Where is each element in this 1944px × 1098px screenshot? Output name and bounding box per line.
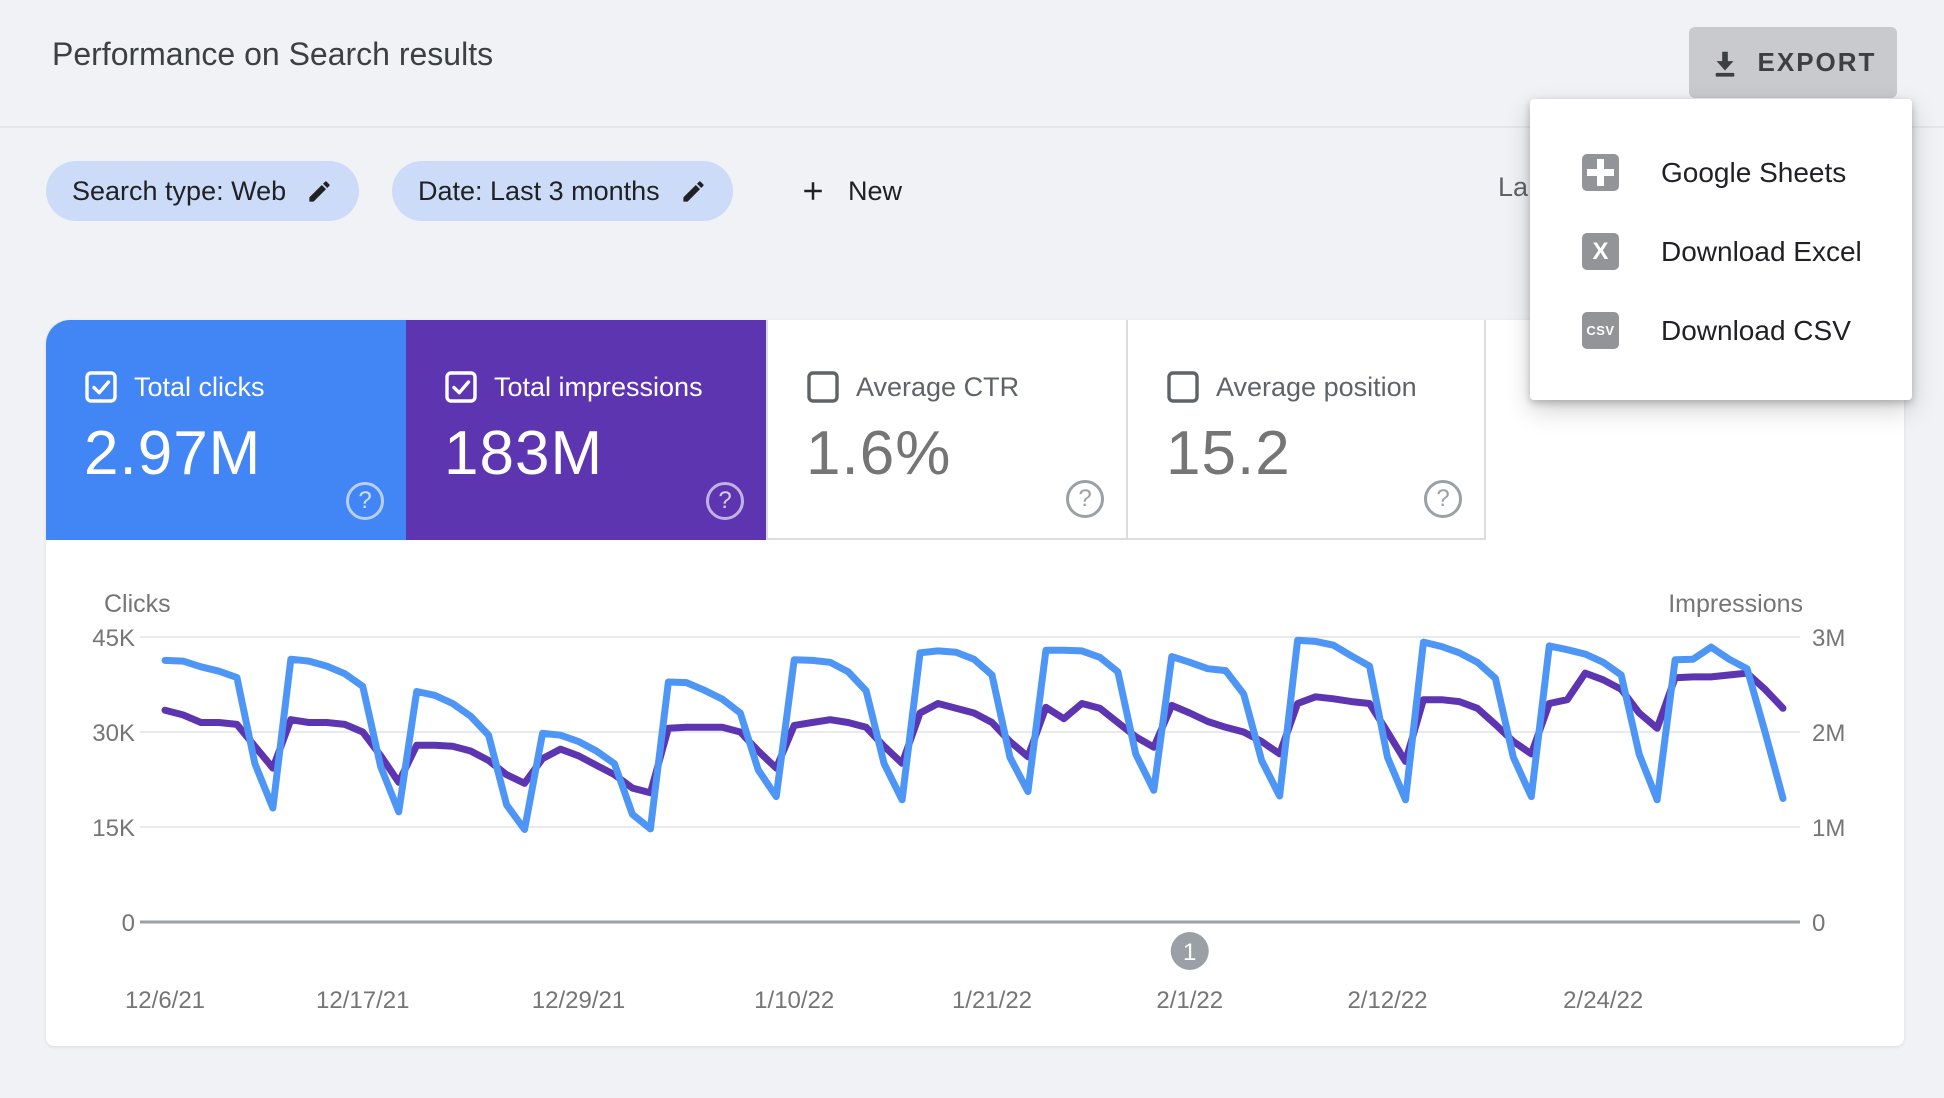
left-axis-title: Clicks [104, 590, 171, 618]
x-axis-date-label: 2/24/22 [1563, 987, 1643, 1014]
annotation-marker-label: 1 [1183, 939, 1196, 966]
search-type-chip-label: Search type: Web [72, 175, 287, 206]
x-axis-date-label: 2/12/22 [1347, 987, 1427, 1014]
help-icon[interactable]: ? [1066, 480, 1104, 518]
export-dropdown-menu: Google Sheets X Download Excel CSV Downl… [1530, 99, 1912, 400]
right-axis-tick: 0 [1812, 910, 1825, 937]
x-axis-date-label: 12/17/21 [316, 987, 409, 1014]
x-axis-date-label: 2/1/22 [1156, 987, 1223, 1014]
help-icon[interactable]: ? [706, 482, 744, 520]
metric-card-average-position[interactable]: Average position 15.2 ? [1126, 320, 1486, 540]
date-range-chip-label: Date: Last 3 months [418, 175, 660, 206]
last-updated-text-truncated: La [1498, 172, 1529, 202]
right-axis-tick: 3M [1812, 625, 1845, 652]
help-icon[interactable]: ? [346, 482, 384, 520]
checkbox-unchecked-icon[interactable] [1166, 370, 1200, 404]
page-title: Performance on Search results [52, 36, 494, 72]
impressions-line [161, 669, 1787, 797]
right-axis-tick: 2M [1812, 720, 1845, 747]
performance-panel: Total clicks 2.97M ? Total impressions 1… [46, 320, 1904, 1046]
metric-card-value: 2.97M [84, 419, 262, 488]
metric-card-value: 15.2 [1166, 419, 1291, 488]
export-button-label: EXPORT [1757, 47, 1877, 77]
metric-card-total-clicks[interactable]: Total clicks 2.97M ? [46, 320, 406, 540]
metric-cards-row: Total clicks 2.97M ? Total impressions 1… [46, 320, 1486, 540]
left-axis-tick: 45K [92, 625, 135, 652]
clicks-impressions-line-chart: Clicks Impressions 45K 30K 15K 0 3M 2M 1M 0 12/6/2… [92, 590, 1845, 1014]
menu-item-google-sheets[interactable]: Google Sheets [1530, 133, 1912, 212]
search-type-chip[interactable]: Search type: Web [46, 161, 360, 221]
checkbox-unchecked-icon[interactable] [806, 370, 840, 404]
metric-card-label: Average CTR [856, 371, 1020, 402]
checkbox-checked-icon[interactable] [444, 370, 478, 404]
clicks-line [161, 636, 1787, 833]
left-axis-tick: 30K [92, 720, 135, 747]
date-range-chip[interactable]: Date: Last 3 months [392, 161, 733, 221]
metric-card-label: Total impressions [494, 371, 703, 402]
header-divider [0, 126, 1944, 128]
google-sheets-icon [1582, 154, 1619, 191]
right-axis-title: Impressions [1668, 590, 1803, 618]
menu-item-label: Download CSV [1661, 314, 1851, 346]
plus-icon [798, 176, 828, 206]
annotation-marker[interactable] [1170, 932, 1209, 970]
menu-item-label: Google Sheets [1661, 156, 1847, 188]
metric-card-average-ctr[interactable]: Average CTR 1.6% ? [766, 320, 1126, 540]
left-axis-tick: 0 [122, 910, 135, 937]
x-axis-date-label: 1/10/22 [754, 987, 834, 1014]
excel-icon: X [1582, 233, 1619, 270]
menu-item-download-excel[interactable]: X Download Excel [1530, 212, 1912, 291]
csv-icon: CSV [1582, 312, 1619, 349]
x-axis-date-label: 1/21/22 [952, 987, 1032, 1014]
new-filter-label: New [848, 175, 903, 206]
metric-card-total-impressions[interactable]: Total impressions 183M ? [406, 320, 766, 540]
x-axis-date-label: 12/6/21 [125, 987, 205, 1014]
edit-pencil-icon[interactable] [680, 178, 707, 205]
right-axis-tick: 1M [1812, 815, 1845, 842]
help-icon[interactable]: ? [1424, 480, 1462, 518]
export-button[interactable]: EXPORT [1689, 27, 1897, 98]
download-icon [1710, 48, 1740, 78]
metric-card-label: Average position [1216, 371, 1417, 402]
edit-pencil-icon[interactable] [306, 178, 333, 205]
new-filter-button[interactable]: New [782, 161, 918, 221]
checkbox-checked-icon[interactable] [84, 370, 118, 404]
menu-item-label: Download Excel [1661, 235, 1862, 267]
x-axis-date-label: 12/29/21 [532, 987, 625, 1014]
metric-card-value: 183M [444, 419, 604, 488]
metric-card-label: Total clicks [134, 371, 265, 402]
menu-item-download-csv[interactable]: CSV Download CSV [1530, 291, 1912, 370]
metric-card-value: 1.6% [806, 419, 952, 488]
left-axis-tick: 15K [92, 815, 135, 842]
